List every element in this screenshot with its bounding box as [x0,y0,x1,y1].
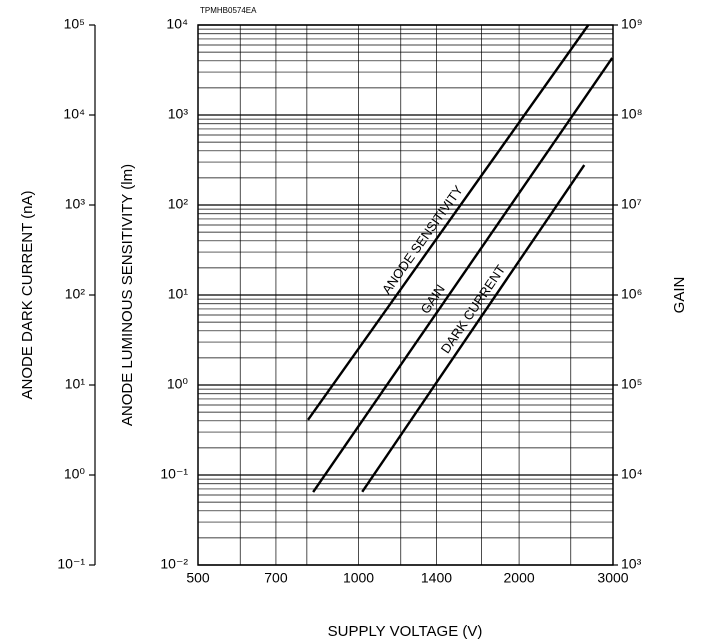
y-tick-label: 10⁴ [166,16,188,32]
y-axis-label: ANODE LUMINOUS SENSITIVITY (lm) [119,164,136,426]
y3-tick-label: 10⁴ [63,106,85,122]
x-tick-label: 700 [264,570,288,586]
x-tick-label: 3000 [597,570,628,586]
y3-tick-label: 10² [65,286,86,302]
y-tick-label: 10² [168,196,189,212]
y3-tick-label: 10¹ [65,376,86,392]
y2-tick-label: 10⁷ [621,196,642,212]
y3-axis-label: ANODE DARK CURRENT (nA) [19,191,36,400]
y2-tick-label: 10⁵ [621,376,642,392]
x-tick-label: 1400 [421,570,452,586]
y3-tick-label: 10⁰ [64,466,86,482]
figure-code: TPMHB0574EA [200,6,257,15]
y-tick-label: 10⁰ [167,376,189,392]
y-tick-label: 10³ [168,106,189,122]
x-axis-label: SUPPLY VOLTAGE (V) [328,623,483,640]
y-tick-label: 10⁻² [160,556,188,572]
y3-tick-label: 10⁵ [64,16,85,32]
y2-tick-label: 10⁶ [621,286,642,302]
series-line [307,24,590,421]
x-tick-label: 500 [186,570,210,586]
x-tick-label: 1000 [343,570,374,586]
x-tick-label: 2000 [504,570,535,586]
y3-tick-label: 10³ [65,196,86,212]
y2-tick-label: 10³ [621,556,642,572]
y2-axis-label: GAIN [671,277,688,314]
y3-tick-label: 10⁻¹ [57,556,85,572]
y-tick-label: 10¹ [168,286,189,302]
y2-tick-label: 10⁹ [621,16,643,32]
y2-tick-label: 10⁴ [621,466,643,482]
series-label: ANODE SENSITIVITY [379,182,466,296]
series-line [361,164,586,493]
y2-tick-label: 10⁸ [621,106,643,122]
y-tick-label: 10⁻¹ [160,466,188,482]
series-line [312,57,614,493]
plot-frame [197,24,614,566]
